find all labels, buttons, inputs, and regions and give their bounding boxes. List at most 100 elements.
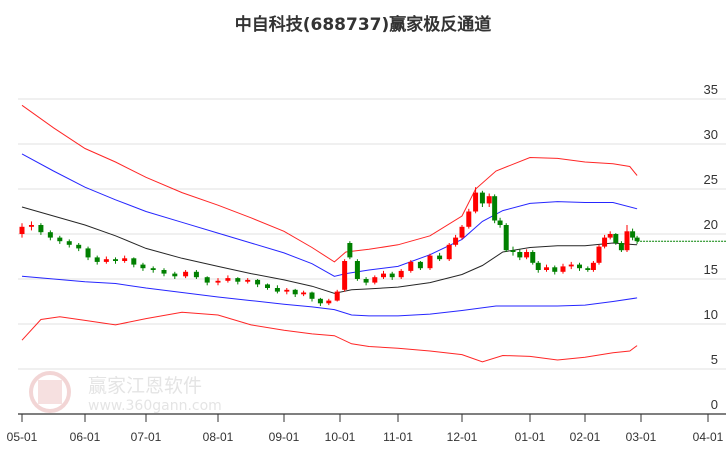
candle-body [517,252,523,258]
candle [372,275,378,285]
candle [503,223,509,252]
candle-body [172,273,178,277]
candle [624,225,630,252]
candle [131,257,137,268]
candle [446,243,452,261]
watermark: 赢家江恩软件 www.360gann.com [29,371,222,414]
candle [535,261,541,273]
candle-body [446,244,452,260]
band-line-upper_outer [21,104,638,263]
candle [602,234,608,249]
candle-body [389,273,395,278]
candle-body [503,225,509,251]
candle [347,241,353,260]
candle-body [245,279,251,282]
candle-body [596,246,602,263]
candle-body [193,271,199,278]
candle-body [334,291,340,301]
candle [85,246,91,261]
candle [113,257,118,264]
candle-body [292,289,298,295]
candle-body [497,220,503,225]
candle-body [590,262,596,270]
candle [417,261,423,270]
candle-body [66,241,72,245]
candle-body [568,264,574,267]
candle-body [552,267,558,272]
candle [544,264,549,272]
candle-body [309,292,315,299]
candle-body [530,252,536,263]
candle-body [492,196,498,221]
band-line-middle [21,206,638,294]
candle [265,283,270,290]
candle-body [274,288,280,292]
watermark-seal-square [38,380,62,404]
candle-body [577,264,582,269]
candle [183,270,189,279]
candle [389,271,395,280]
candle [38,223,44,235]
candle-body [427,255,433,269]
candle-body [363,279,369,283]
candle-body [28,225,34,227]
candle [284,288,290,295]
candle [76,243,82,252]
candle-body [85,248,91,258]
x-tick-label: 12-01 [447,430,478,444]
x-tick-label: 07-01 [131,430,162,444]
band-line-lower_inner [21,275,638,317]
y-tick-label: 15 [704,262,718,277]
candle [103,256,109,264]
candle-body [630,231,636,238]
candle [122,255,128,263]
x-tick-label: 05-01 [7,430,38,444]
candle [585,266,591,272]
y-tick-label: 10 [704,307,718,322]
candle [326,298,332,306]
candle [618,241,624,252]
candle [510,246,516,256]
candle-body [76,244,82,249]
candle-body [57,237,63,242]
candle [530,250,536,265]
candle [590,261,596,272]
candle [596,244,602,265]
candle-body [284,289,290,292]
candle [94,255,100,265]
candle [66,239,72,248]
candle-body [215,280,221,283]
candle-body [103,259,109,262]
candle-body [510,250,516,252]
candle-body [618,243,624,251]
candle-body [372,277,378,283]
candle [57,235,63,244]
candle-body [453,237,459,245]
candles [19,187,640,306]
candle-body [342,261,348,290]
candle [161,268,167,277]
candle-body [417,261,423,269]
x-tick-label: 11-01 [383,430,413,444]
candle-body [624,231,630,251]
candle-body [535,262,541,270]
candle-body [437,255,443,260]
candle-body [398,270,404,278]
candle [630,228,636,241]
candle [255,279,261,288]
candle [363,277,369,286]
candle-body [466,211,472,227]
candle [486,193,492,207]
candle-body [479,192,485,204]
candle [274,285,280,294]
candle [479,190,485,207]
candle-body [122,258,128,261]
y-tick-label: 20 [704,217,718,232]
chart-title: 中自科技(688737)赢家极反通道 [235,14,492,35]
candle [398,269,404,279]
candle [459,225,465,240]
y-tick-label: 25 [704,172,718,187]
x-tick-label: 04-01 [693,430,724,444]
candle-body [204,277,210,283]
